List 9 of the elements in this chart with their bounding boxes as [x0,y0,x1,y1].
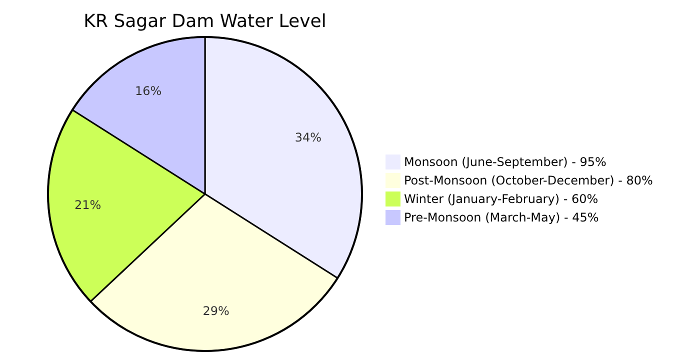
legend-label: Post-Monsoon (October-December) - 80% [404,174,653,188]
data-label: 16% [134,84,162,98]
legend-label: Winter (January-February) - 60% [404,192,598,206]
data-label: 29% [202,304,230,318]
chart-title: KR Sagar Dam Water Level [84,11,326,32]
data-label: 34% [294,130,322,144]
legend-label: Pre-Monsoon (March-May) - 45% [404,210,599,224]
legend-label: Monsoon (June-September) - 95% [404,155,606,169]
data-label: 21% [74,198,102,212]
